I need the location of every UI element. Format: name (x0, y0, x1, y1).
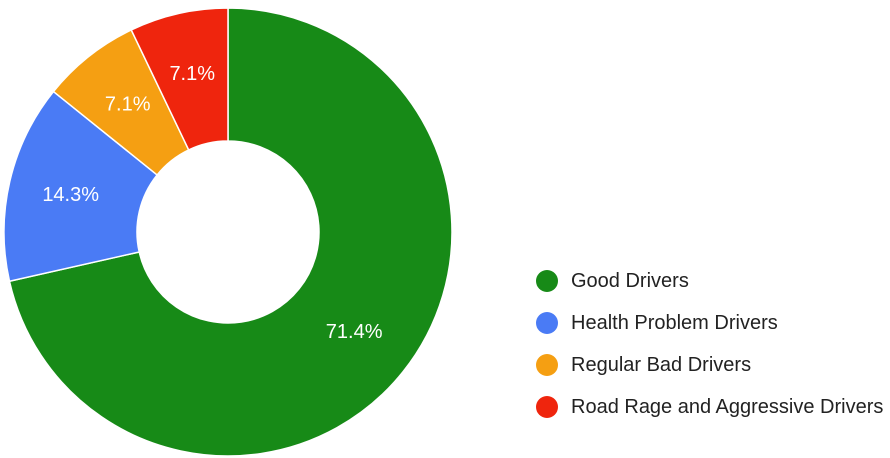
legend-label: Health Problem Drivers (571, 312, 778, 334)
slice-label: 7.1% (105, 94, 151, 116)
slice (3, 90, 159, 283)
legend-swatch (536, 270, 558, 292)
legend-swatch (536, 396, 558, 418)
legend-label: Good Drivers (571, 270, 689, 292)
legend-item: Good Drivers (536, 270, 886, 293)
slice-label: 7.1% (169, 63, 215, 85)
legend-label: Regular Bad Drivers (571, 354, 752, 376)
legend-item: Health Problem Drivers (536, 312, 886, 335)
slice (8, 7, 453, 457)
slice-label: 71.4% (326, 321, 383, 343)
legend-swatch (536, 312, 558, 334)
slice-label: 14.3% (42, 184, 99, 206)
slice (130, 7, 229, 151)
legend-label: Road Rage and Aggressive Drivers (571, 396, 884, 418)
legend-item: Regular Bad Drivers (536, 354, 886, 377)
legend-swatch (536, 354, 558, 376)
legend-item: Road Rage and Aggressive Drivers (536, 396, 886, 419)
